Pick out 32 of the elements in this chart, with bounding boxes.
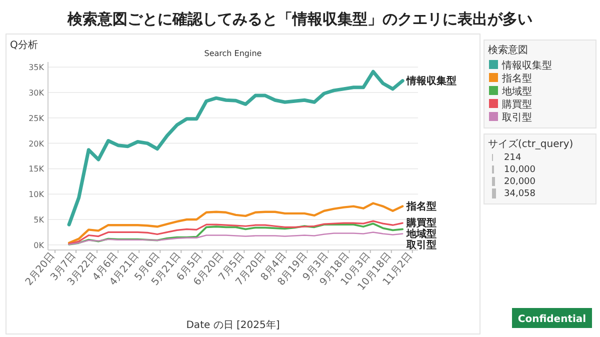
x-axis-title: Date の日 [2025年] — [186, 319, 280, 331]
legend-label: 取引型 — [502, 112, 532, 124]
legend-label: 情報収集型 — [501, 60, 552, 72]
line-series — [68, 232, 404, 246]
chart-title: 検索意図ごとに確認してみると「情報収集型」のクエリに表出が多い — [66, 10, 532, 28]
text: 情報収集型 — [406, 76, 457, 87]
text: 34,058 — [504, 189, 536, 199]
y-tick-label: 15K — [28, 164, 45, 174]
text: 購買型 — [406, 218, 437, 230]
y-tick-label: 25K — [28, 114, 45, 123]
line-series — [67, 70, 404, 226]
line-series — [68, 202, 404, 244]
text: Q分析 — [10, 39, 38, 51]
text: 取引型 — [406, 240, 437, 252]
y-tick-label: 10K — [28, 190, 45, 200]
text: サイズ(ctr_query) — [488, 138, 574, 150]
text: 指名型 — [406, 201, 437, 212]
text: 20,000 — [504, 177, 536, 187]
y-tick-label: 0K — [34, 240, 45, 250]
y-tick-label: 5K — [34, 216, 45, 225]
y-tick-label: 20K — [28, 139, 45, 148]
y-tick-label: 35K — [28, 63, 45, 72]
legend-label: 購買型 — [502, 98, 532, 110]
text: 10,000 — [504, 165, 536, 175]
legend-label: 地域型 — [501, 86, 532, 98]
text: 214 — [504, 153, 522, 163]
chart-subtitle: Search Engine — [204, 49, 262, 58]
legend-title: 検索意図 — [488, 44, 528, 56]
y-tick-label: 30K — [28, 88, 45, 98]
text: Confidential — [518, 314, 586, 325]
text: 地域型 — [406, 229, 437, 240]
legend-label: 指名型 — [501, 72, 532, 84]
